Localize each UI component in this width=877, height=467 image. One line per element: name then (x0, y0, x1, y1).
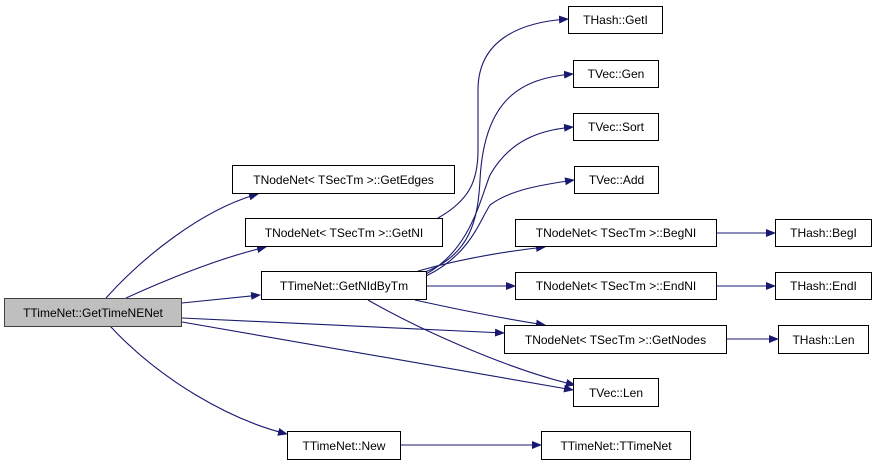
node-vec-len[interactable]: TVec::Len (573, 378, 659, 407)
node-hash-len[interactable]: THash::Len (778, 325, 869, 354)
node-ttimenet-ctor[interactable]: TTimeNet::TTimeNet (541, 431, 691, 460)
node-vec-add[interactable]: TVec::Add (574, 166, 659, 194)
edge-root-newNet (109, 325, 288, 436)
node-get-ni[interactable]: TNodeNet< TSecTm >::GetNI (245, 218, 443, 247)
node-end-ni[interactable]: TNodeNet< TSecTm >::EndNI (515, 272, 717, 300)
node-hash-beg-i[interactable]: THash::BegI (775, 219, 872, 247)
node-get-time-ne-net[interactable]: TTimeNet::GetTimeNENet (4, 298, 182, 327)
edge-getNI-hashGetI (437, 15, 569, 219)
node-hash-end-i[interactable]: THash::EndI (775, 272, 872, 300)
edge-root-getNIdByTm (181, 291, 261, 304)
edge-root-getNodes (181, 317, 505, 337)
edge-root-getEdges (105, 192, 259, 299)
node-get-edges[interactable]: TNodeNet< TSecTm >::GetEdges (232, 165, 455, 194)
node-hash-get-i[interactable]: THash::GetI (568, 6, 663, 34)
edge-getNIdByTm-begNI (417, 244, 546, 272)
edge-getNIdByTm-vecLen (367, 299, 576, 387)
node-vec-sort[interactable]: TVec::Sort (573, 113, 659, 141)
edge-root-vecLen (181, 321, 574, 393)
edge-getNIdByTm-vecGen (424, 70, 574, 273)
node-new[interactable]: TTimeNet::New (287, 431, 401, 460)
node-beg-ni[interactable]: TNodeNet< TSecTm >::BegNI (515, 219, 717, 247)
node-vec-gen[interactable]: TVec::Gen (573, 60, 659, 88)
edge-root-getNI (125, 245, 267, 299)
edge-getNIdByTm-vecSort (425, 123, 574, 275)
edge-getNIdByTm-vecAdd (425, 177, 575, 277)
node-get-nodes[interactable]: TNodeNet< TSecTm >::GetNodes (504, 325, 727, 354)
node-get-nid-by-tm[interactable]: TTimeNet::GetNIdByTm (261, 271, 427, 300)
edge-getNIdByTm-getNodes (414, 299, 546, 328)
